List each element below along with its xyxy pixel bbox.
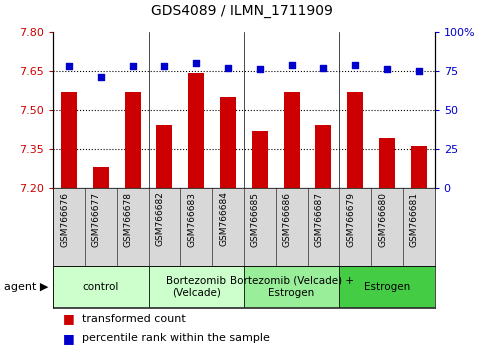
Bar [61, 92, 77, 188]
Text: GSM766678: GSM766678 [124, 192, 133, 246]
Bar [252, 131, 268, 188]
FancyBboxPatch shape [244, 266, 339, 307]
Point [288, 62, 296, 67]
Text: GSM766686: GSM766686 [283, 192, 292, 246]
FancyBboxPatch shape [149, 266, 244, 307]
Point [415, 68, 423, 74]
Point [192, 60, 200, 66]
Text: ■: ■ [63, 312, 74, 325]
Point [160, 63, 168, 69]
FancyBboxPatch shape [339, 266, 435, 307]
Text: Estrogen: Estrogen [364, 282, 410, 292]
Text: percentile rank within the sample: percentile rank within the sample [82, 333, 270, 343]
FancyBboxPatch shape [53, 266, 149, 307]
Text: control: control [83, 282, 119, 292]
Bar [125, 92, 141, 188]
Bar [156, 125, 172, 188]
Text: agent ▶: agent ▶ [4, 282, 48, 292]
Point [256, 67, 264, 72]
Text: GSM766685: GSM766685 [251, 192, 260, 246]
Point [224, 65, 232, 70]
Text: GSM766681: GSM766681 [410, 192, 419, 246]
Text: ■: ■ [63, 332, 74, 344]
Text: GSM766677: GSM766677 [92, 192, 101, 246]
Text: GDS4089 / ILMN_1711909: GDS4089 / ILMN_1711909 [151, 4, 332, 18]
Text: GSM766687: GSM766687 [314, 192, 324, 246]
Text: GSM766682: GSM766682 [156, 192, 164, 246]
Text: GSM766680: GSM766680 [378, 192, 387, 246]
Point [97, 74, 105, 80]
Text: GSM766684: GSM766684 [219, 192, 228, 246]
Bar [93, 167, 109, 188]
Text: transformed count: transformed count [82, 314, 186, 324]
Point [65, 63, 73, 69]
Bar [315, 125, 331, 188]
Point [383, 67, 391, 72]
Text: GSM766679: GSM766679 [346, 192, 355, 246]
Point [320, 65, 327, 70]
Bar [188, 73, 204, 188]
Text: Bortezomib (Velcade) +
Estrogen: Bortezomib (Velcade) + Estrogen [229, 276, 354, 298]
Bar [220, 97, 236, 188]
Text: GSM766683: GSM766683 [187, 192, 196, 246]
Bar [411, 146, 427, 188]
Text: Bortezomib
(Velcade): Bortezomib (Velcade) [166, 276, 226, 298]
Bar [347, 92, 363, 188]
Bar [284, 92, 299, 188]
Point [351, 62, 359, 67]
Bar [379, 138, 395, 188]
Point [129, 63, 137, 69]
Text: GSM766676: GSM766676 [60, 192, 69, 246]
